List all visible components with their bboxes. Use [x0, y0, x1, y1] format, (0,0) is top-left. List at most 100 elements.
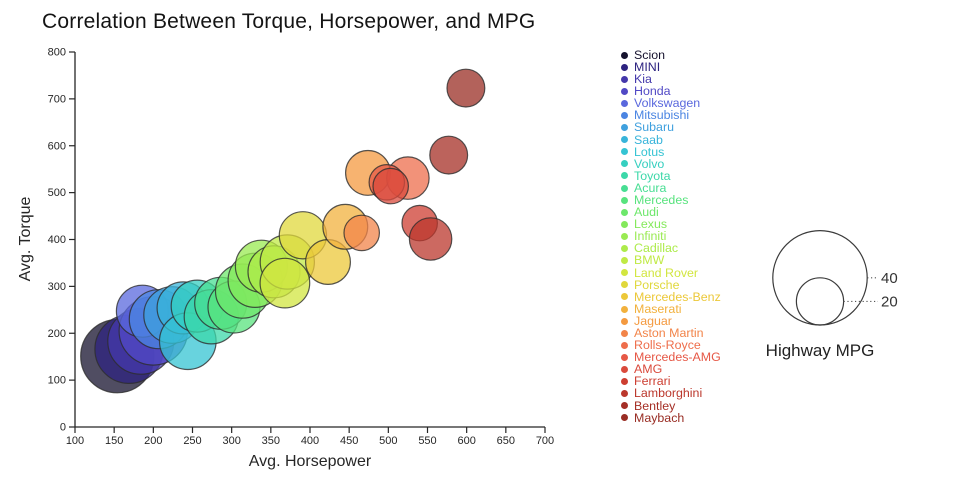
x-tick-label: 250	[183, 435, 201, 447]
legend-item-cadillac[interactable]: Cadillac	[621, 242, 721, 255]
legend-item-land-rover[interactable]: Land Rover	[621, 265, 721, 280]
legend-item-jaguar[interactable]: Jaguar	[621, 314, 721, 327]
legend-dot-icon	[621, 136, 628, 144]
legend-item-saab[interactable]: Saab	[621, 133, 721, 146]
legend-dot-icon	[621, 148, 628, 156]
legend-item-mercedes-benz[interactable]: Mercedes-Benz	[621, 289, 721, 304]
legend-item-volvo[interactable]: Volvo	[621, 156, 721, 171]
y-tick-label: 600	[48, 140, 66, 152]
legend-item-audi[interactable]: Audi	[621, 206, 721, 218]
legend-label: Mercedes-Benz	[634, 289, 721, 304]
legend-dot-icon	[621, 245, 628, 253]
y-tick-label: 700	[48, 93, 66, 105]
legend-label: Volvo	[634, 156, 665, 171]
legend-label: Mercedes-AMG	[634, 350, 721, 365]
legend-item-bmw[interactable]: BMW	[621, 253, 721, 268]
bubble-aston-martin[interactable]	[343, 214, 381, 252]
legend-item-mini[interactable]: MINI	[621, 61, 721, 73]
legend-item-lotus[interactable]: Lotus	[621, 144, 721, 159]
legend-item-mitsubishi[interactable]: Mitsubishi	[621, 109, 721, 122]
legend-label: Land Rover	[634, 265, 699, 280]
legend-item-honda[interactable]: Honda	[621, 85, 721, 98]
legend-dot-icon	[621, 414, 628, 422]
y-tick-label: 100	[48, 375, 66, 387]
legend-dot-icon	[621, 378, 628, 386]
legend-item-rolls-royce[interactable]: Rolls-Royce	[621, 339, 721, 352]
legend-label: Ferrari	[634, 374, 671, 389]
legend-dot-icon	[621, 87, 628, 95]
legend-item-amg[interactable]: AMG	[621, 362, 721, 377]
legend-dot-icon	[621, 172, 628, 180]
legend-label: Audi	[634, 205, 659, 220]
legend-label: Acura	[634, 180, 667, 195]
bubble-amg[interactable]	[372, 167, 410, 205]
legend-label: Porsche	[634, 277, 680, 292]
legend-dot-icon	[621, 99, 628, 107]
legend-label: Subaru	[634, 120, 674, 135]
bubble-lamborghini[interactable]	[408, 217, 453, 261]
x-tick-label: 600	[457, 435, 475, 447]
legend-item-lexus[interactable]: Lexus	[621, 218, 721, 231]
legend-label: MINI	[634, 59, 661, 74]
legend-item-aston-martin[interactable]: Aston Martin	[621, 327, 721, 339]
legend-dot-icon	[621, 353, 628, 361]
brand-legend: Scion MINI Kia Honda Volkswagen Mitsubishi Sub…	[621, 48, 721, 425]
legend-dot-icon	[621, 305, 628, 313]
legend-label: Infiniti	[634, 229, 667, 244]
legend-item-mercedes[interactable]: Mercedes	[621, 194, 721, 206]
legend-dot-icon	[621, 329, 628, 337]
legend-label: Lamborghini	[634, 386, 703, 401]
legend-item-maybach[interactable]: Maybach	[621, 410, 721, 425]
size-legend-circle-20	[795, 277, 845, 326]
legend-item-lamborghini[interactable]: Lamborghini	[621, 386, 721, 401]
legend-item-acura[interactable]: Acura	[621, 180, 721, 195]
legend-label: Bentley	[634, 398, 676, 413]
size-legend: 40 20 Highway MPG	[766, 229, 898, 360]
legend-item-scion[interactable]: Scion	[621, 48, 721, 61]
y-tick-label: 200	[48, 328, 66, 340]
bubble-land-rover[interactable]	[259, 257, 311, 309]
x-tick-label: 550	[418, 435, 436, 447]
size-legend-value-40: 40	[881, 270, 898, 287]
y-axis-title: Avg. Torque	[17, 197, 34, 282]
legend-item-subaru[interactable]: Subaru	[621, 120, 721, 135]
legend-label: Lotus	[634, 144, 665, 159]
y-tick-label: 800	[48, 47, 66, 59]
legend-item-ferrari[interactable]: Ferrari	[621, 374, 721, 389]
legend-dot-icon	[621, 402, 628, 410]
legend-dot-icon	[621, 124, 628, 132]
bubble-bentley[interactable]	[429, 135, 469, 175]
x-tick-label: 200	[144, 435, 162, 447]
legend-dot-icon	[621, 220, 628, 228]
legend-dot-icon	[621, 269, 628, 277]
legend-item-kia[interactable]: Kia	[621, 73, 721, 85]
legend-dot-icon	[621, 112, 628, 120]
y-tick-label: 500	[48, 187, 66, 199]
legend-label: Volkswagen	[634, 96, 701, 111]
legend-item-toyota[interactable]: Toyota	[621, 169, 721, 182]
legend-label: BMW	[634, 253, 665, 268]
legend-dot-icon	[621, 293, 628, 301]
x-tick-label: 450	[340, 435, 358, 447]
bubble-maybach[interactable]	[446, 68, 486, 108]
legend-item-porsche[interactable]: Porsche	[621, 277, 721, 292]
legend-label: AMG	[634, 362, 663, 377]
legend-dot-icon	[621, 317, 628, 325]
legend-item-bentley[interactable]: Bentley	[621, 398, 721, 413]
x-tick-label: 350	[262, 435, 280, 447]
legend-dot-icon	[621, 75, 628, 83]
legend-item-infiniti[interactable]: Infiniti	[621, 229, 721, 244]
legend-item-mercedes-amg[interactable]: Mercedes-AMG	[621, 350, 721, 365]
legend-item-volkswagen[interactable]: Volkswagen	[621, 96, 721, 111]
legend-dot-icon	[621, 257, 628, 265]
legend-dot-icon	[621, 232, 628, 240]
y-tick-label: 400	[48, 234, 66, 246]
bubbles-layer	[80, 68, 486, 394]
legend-item-maserati[interactable]: Maserati	[621, 302, 721, 315]
legend-label: Maybach	[634, 410, 685, 425]
x-tick-label: 500	[379, 435, 397, 447]
y-tick-label: 0	[60, 422, 66, 434]
legend-dot-icon	[621, 51, 628, 59]
